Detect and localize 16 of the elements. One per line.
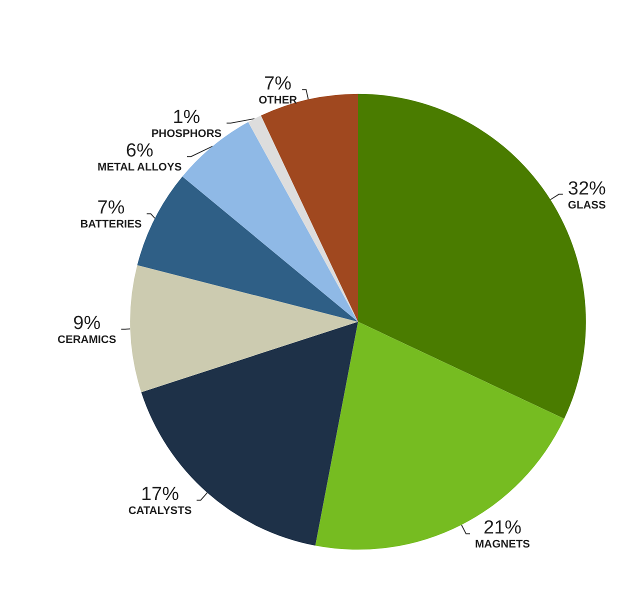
- slice-label: MAGNETS: [475, 538, 530, 551]
- slice-label: OTHER: [258, 94, 298, 107]
- slice-label: METAL ALLOYS: [98, 162, 182, 174]
- data-label: 1%: [172, 107, 200, 128]
- slice-label: BATTERIES: [80, 218, 142, 231]
- data-label: 9%: [73, 313, 101, 334]
- data-label: 7%: [264, 74, 292, 95]
- slice-label: CATALYSTS: [128, 505, 192, 518]
- slice-label: PHOSPHORS: [151, 128, 222, 140]
- data-label: 7%: [97, 198, 125, 219]
- slice-label: CERAMICS: [58, 334, 116, 346]
- data-label: 17%: [140, 484, 180, 506]
- data-label: 32%: [568, 178, 606, 200]
- data-label: 21%: [484, 518, 522, 539]
- slice-label: GLASS: [568, 199, 606, 212]
- data-label: 6%: [126, 140, 154, 162]
